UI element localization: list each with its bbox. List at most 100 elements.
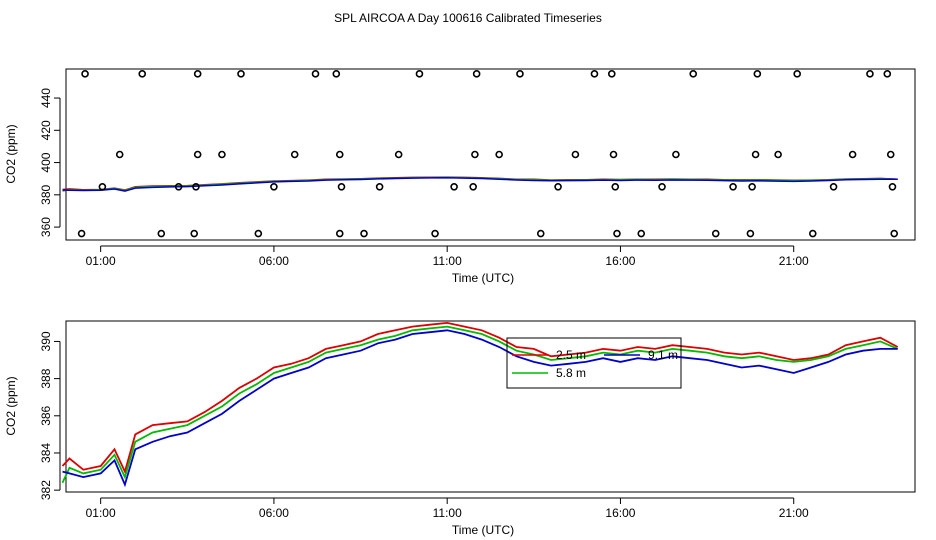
calibration-point (450, 182, 458, 191)
x-tick-label: 01:00 (86, 506, 116, 520)
top-panel-series (62, 176, 898, 192)
calibration-point (637, 229, 646, 238)
series-line-9-1-m (62, 329, 898, 488)
calibration-point (332, 70, 341, 78)
calibration-point (866, 70, 874, 78)
calibration-point (829, 182, 838, 191)
calibration-point (218, 150, 226, 159)
top-panel-y-axis: 360 380 400 420 440 (39, 88, 61, 237)
legend-label: 2.5 m (556, 348, 586, 362)
bottom-panel-y-label: CO2 (ppm) (4, 376, 18, 435)
x-tick-label: 21:00 (779, 506, 809, 520)
y-tick-label: 388 (39, 368, 53, 388)
calibration-point (883, 70, 892, 78)
calibration-point (711, 229, 720, 238)
series-line-2-5-m (61, 321, 899, 475)
calibration-point (774, 150, 782, 159)
x-tick-label: 06:00 (259, 254, 289, 268)
calibration-point (360, 229, 368, 238)
calibration-point (613, 229, 621, 238)
calibration-point (431, 229, 439, 238)
calibration-point (375, 182, 384, 191)
calibration-point (77, 229, 86, 238)
calibration-point (81, 70, 89, 78)
bottom-panel-x-axis: 01:00 06:00 11:00 16:00 21:00 (86, 497, 809, 520)
x-tick-label: 06:00 (259, 506, 289, 520)
calibration-point (729, 182, 737, 191)
y-tick-label: 380 (39, 184, 53, 204)
calibration-point (516, 70, 524, 78)
calibration-point (335, 229, 344, 238)
calibration-point (471, 150, 479, 159)
calibration-point (748, 182, 756, 191)
calibration-point (753, 70, 762, 78)
legend-box (506, 337, 682, 389)
calibration-point (193, 70, 202, 78)
calibration-point (609, 150, 618, 159)
calibration-point (190, 229, 199, 238)
bottom-panel-height-timeseries: 01:00 06:00 11:00 16:00 21:00 382 384 386 388 39… (4, 320, 916, 537)
x-tick-label: 16:00 (605, 254, 635, 268)
calibration-point (157, 229, 166, 238)
chart-title: SPL AIRCOA A Day 100616 Calibrated Times… (334, 11, 602, 25)
calibration-point (751, 150, 760, 159)
calibration-point (337, 182, 346, 191)
x-tick-label: 11:00 (433, 506, 462, 520)
calibration-point (607, 70, 616, 78)
y-tick-label: 400 (39, 152, 53, 172)
calibration-point (193, 150, 202, 159)
top-panel-x-label: Time (UTC) (452, 271, 514, 285)
calibration-point (254, 229, 263, 238)
bottom-panel-y-axis: 382 384 386 388 390 (39, 331, 61, 500)
calibration-point (571, 150, 580, 159)
legend-label: 9.1 m (648, 348, 678, 362)
x-tick-label: 01:00 (86, 254, 116, 268)
calibration-point (311, 70, 320, 78)
calibration-point (890, 229, 899, 238)
calibration-point (554, 182, 562, 191)
calibration-point (270, 182, 278, 191)
top-panel-x-axis: 01:00 06:00 11:00 16:00 21:00 (86, 245, 809, 268)
calibration-point (848, 150, 857, 159)
calibration-point (98, 182, 107, 191)
calibration-point (611, 182, 620, 191)
calibration-point (590, 70, 599, 78)
legend-label: 5.8 m (556, 366, 586, 380)
calibration-point (192, 182, 200, 191)
x-tick-label: 21:00 (779, 254, 809, 268)
bottom-panel-frame (65, 320, 916, 493)
calibration-point (237, 70, 245, 78)
calibration-point (290, 150, 299, 159)
calibration-point (746, 229, 755, 238)
calibration-point (472, 70, 481, 78)
x-tick-label: 16:00 (605, 506, 635, 520)
y-tick-label: 440 (39, 88, 53, 108)
calibration-point (394, 150, 403, 159)
top-panel-calibration-points (77, 70, 899, 238)
y-tick-label: 386 (39, 405, 53, 425)
y-tick-label: 360 (39, 217, 53, 237)
bottom-panel-x-label: Time (UTC) (452, 523, 514, 537)
x-tick-label: 11:00 (433, 254, 462, 268)
top-panel-y-label: CO2 (ppm) (4, 124, 18, 183)
calibration-point (415, 70, 424, 78)
y-tick-label: 382 (39, 480, 53, 500)
y-tick-label: 420 (39, 120, 53, 140)
calibration-point (115, 150, 124, 159)
calibration-point (138, 70, 147, 78)
y-tick-label: 384 (39, 443, 53, 463)
calibration-point (335, 150, 344, 159)
calibration-point (469, 182, 477, 191)
top-panel-frame (65, 68, 916, 241)
calibration-point (658, 182, 666, 191)
bottom-panel-series (61, 321, 899, 488)
calibration-point (536, 229, 545, 238)
series-line-5-8-m (61, 325, 899, 484)
top-panel-calibration-timeseries: 01:00 06:00 11:00 16:00 21:00 360 380 400 420 44… (4, 68, 916, 285)
bottom-panel-legend: 2.5 m 9.1 m 5.8 m (506, 337, 682, 389)
calibration-point (495, 150, 503, 159)
calibration-point (888, 182, 897, 191)
calibration-point (174, 182, 183, 191)
calibration-point (793, 70, 801, 78)
